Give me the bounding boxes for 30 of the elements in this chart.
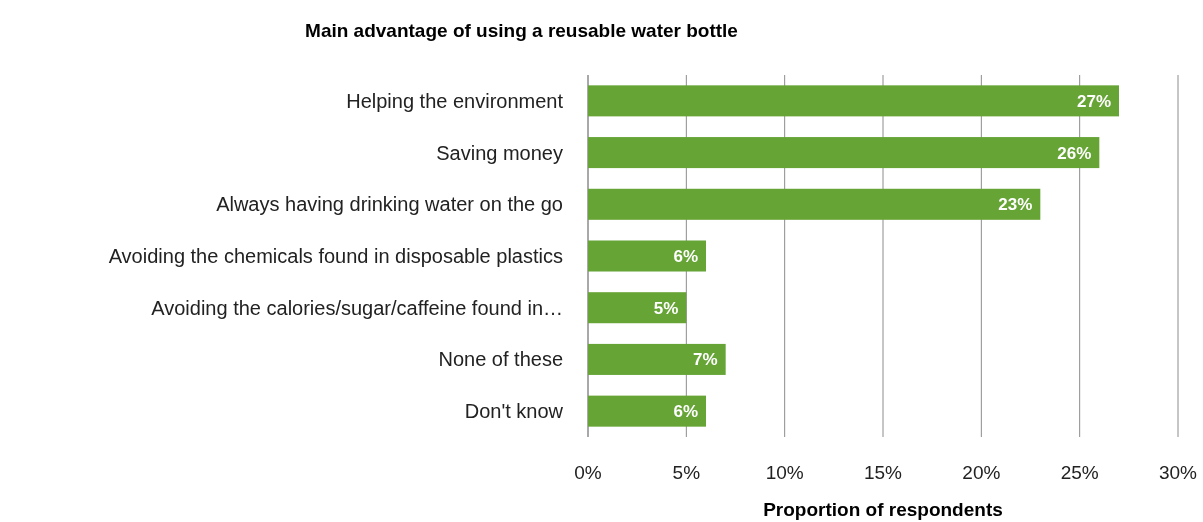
data-label: 6% <box>673 246 698 266</box>
y-tick-label: Don't know <box>464 400 564 423</box>
x-tick-label: 25% <box>1060 461 1099 483</box>
y-tick-label: Saving money <box>436 141 563 164</box>
x-tick-label: 10% <box>765 461 804 483</box>
data-label: 6% <box>673 402 698 422</box>
y-tick-label: None of these <box>438 348 563 371</box>
bar <box>588 137 1100 169</box>
bar <box>588 343 726 375</box>
x-tick-label: 30% <box>1158 461 1198 483</box>
data-label: 7% <box>693 350 718 370</box>
bar <box>588 240 706 272</box>
bar <box>588 85 1119 117</box>
x-axis-title: Proportion of respondents <box>763 499 1003 520</box>
y-tick-label: Always having drinking water on the go <box>216 193 563 216</box>
data-label: 5% <box>653 298 679 318</box>
x-tick-label: 5% <box>672 461 701 483</box>
bar <box>588 395 706 427</box>
data-label: 26% <box>1057 143 1092 163</box>
x-tick-label: 20% <box>962 461 1001 483</box>
data-label: 23% <box>998 195 1033 215</box>
x-tick-label: 0% <box>574 461 602 483</box>
y-tick-label: Avoiding the chemicals found in disposable plastics <box>108 245 563 267</box>
y-tick-label: Avoiding the calories/sugar/caffeine found in… <box>151 296 563 319</box>
bar <box>588 292 687 324</box>
data-label: 27% <box>1076 91 1111 111</box>
x-tick-label: 15% <box>863 461 903 483</box>
y-tick-label: Helping the environment <box>346 89 564 112</box>
chart-title: Main advantage of using a reusable water bottle <box>305 20 738 41</box>
bar <box>588 188 1041 220</box>
